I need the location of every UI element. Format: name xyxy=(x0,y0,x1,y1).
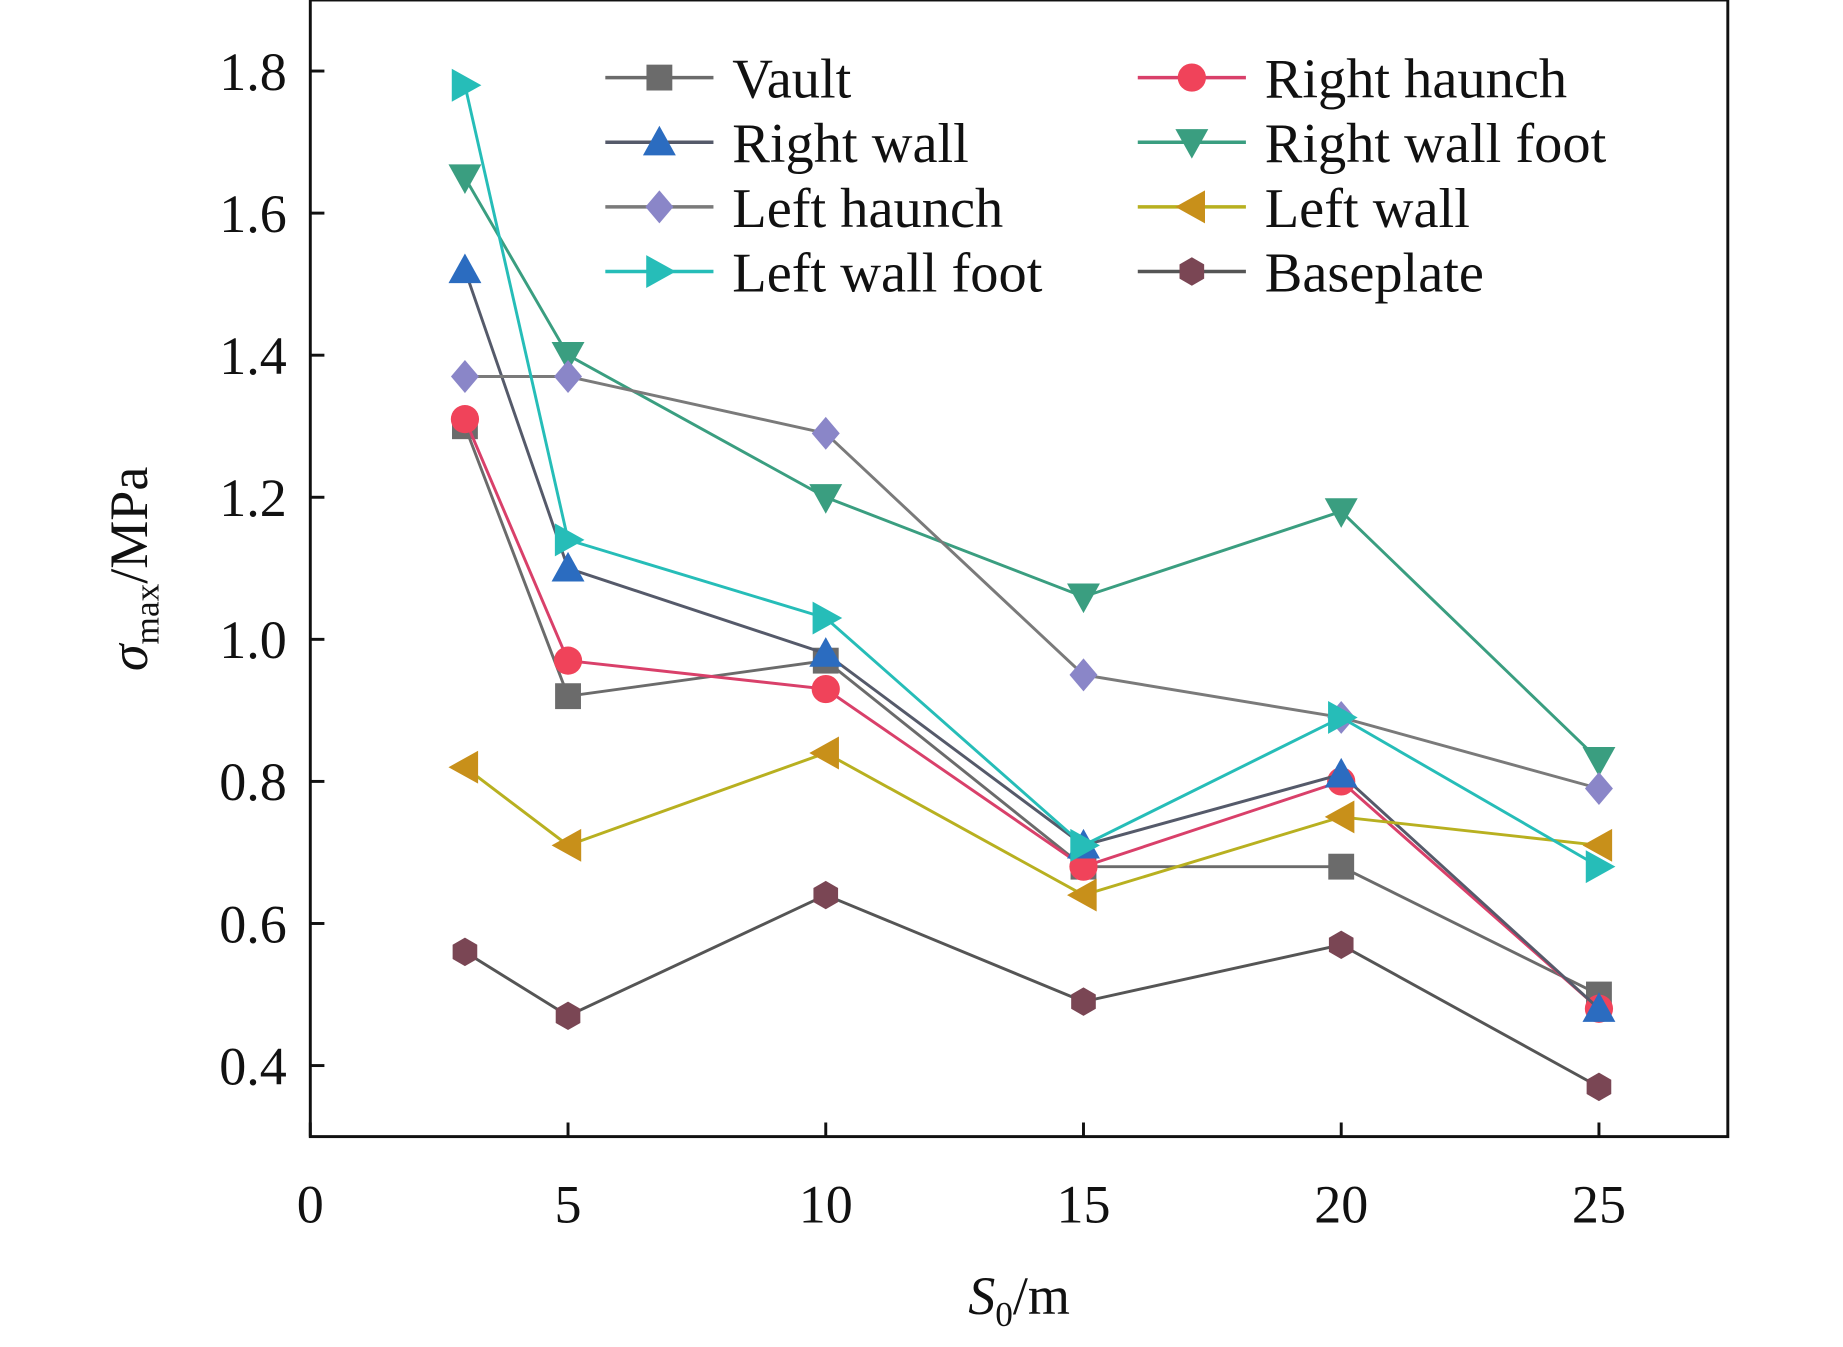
y-tick-label: 1.6 xyxy=(219,184,287,244)
data-point xyxy=(1324,800,1355,834)
data-point xyxy=(809,736,839,770)
legend-item: Baseplate xyxy=(1137,243,1484,305)
legend-marker xyxy=(1175,129,1209,159)
legend-marker xyxy=(1175,190,1206,224)
data-point xyxy=(1582,992,1616,1022)
legend-item: Right haunch xyxy=(1137,49,1567,111)
series-right-wall-foot xyxy=(448,164,1616,777)
legend-marker xyxy=(646,64,673,91)
data-point xyxy=(448,750,479,784)
data-point xyxy=(811,416,840,450)
legend-item: Left haunch xyxy=(605,178,1003,240)
data-point xyxy=(1069,852,1098,881)
x-tick-label: 25 xyxy=(1572,1174,1626,1234)
y-tick-label: 1.0 xyxy=(219,610,287,670)
data-point xyxy=(1584,772,1613,805)
y-tick-label: 1.2 xyxy=(219,468,287,528)
data-point xyxy=(450,360,479,393)
legend-label: Right wall xyxy=(732,113,969,175)
series-vault xyxy=(452,413,1612,1008)
data-point xyxy=(1582,828,1613,862)
data-point xyxy=(555,683,581,710)
data-point xyxy=(1069,658,1098,692)
legend-marker xyxy=(1179,257,1205,286)
y-tick-label: 0.8 xyxy=(219,752,287,812)
data-point xyxy=(809,484,843,514)
data-point xyxy=(1328,930,1354,960)
series-line xyxy=(463,84,1600,868)
legend-label: Vault xyxy=(732,49,851,111)
series-line xyxy=(463,269,1600,1010)
data-point xyxy=(812,601,843,635)
legend-label: Left haunch xyxy=(732,178,1003,240)
data-point xyxy=(1586,1072,1612,1102)
data-point xyxy=(809,637,843,667)
data-point xyxy=(813,880,839,910)
series-line xyxy=(464,375,1600,790)
series-right-haunch xyxy=(450,405,1614,1023)
data-point xyxy=(551,551,585,582)
data-point xyxy=(554,523,585,557)
y-tick-label: 1.4 xyxy=(219,326,287,386)
series-right-wall xyxy=(448,253,1616,1022)
data-point xyxy=(551,342,585,372)
series-line xyxy=(464,751,1600,897)
y-tick-label: 0.4 xyxy=(219,1036,287,1096)
legend-label: Baseplate xyxy=(1265,243,1484,305)
x-tick-label: 15 xyxy=(1056,1174,1110,1234)
x-tick-label: 20 xyxy=(1314,1174,1368,1234)
data-point xyxy=(1324,498,1358,528)
legend-item: Right wall foot xyxy=(1137,113,1607,175)
data-point xyxy=(1324,757,1358,788)
data-point xyxy=(1585,850,1616,884)
series-line xyxy=(463,176,1600,762)
data-point xyxy=(555,1001,581,1031)
data-point xyxy=(551,828,582,862)
y-tick-label: 1.8 xyxy=(219,42,287,102)
x-tick-label: 0 xyxy=(297,1174,324,1234)
legend-item: Vault xyxy=(605,49,852,111)
data-point xyxy=(1071,987,1096,1016)
data-point xyxy=(1070,828,1100,862)
series-baseplate xyxy=(452,880,1612,1102)
y-tick-label: 0.6 xyxy=(219,894,287,954)
legend-marker xyxy=(645,190,674,224)
legend-marker xyxy=(646,255,676,288)
legend-label: Left wall xyxy=(1265,178,1470,240)
x-axis-label: S0/m xyxy=(968,1266,1070,1334)
data-point xyxy=(1067,583,1100,614)
data-point xyxy=(452,937,478,967)
series-left-wall xyxy=(448,736,1613,912)
data-point xyxy=(1067,878,1097,912)
legend-label: Right haunch xyxy=(1265,49,1567,111)
series-left-haunch xyxy=(450,360,1613,805)
x-tick-label: 5 xyxy=(555,1174,582,1234)
data-point xyxy=(451,68,482,102)
series-line xyxy=(463,418,1600,1010)
data-point xyxy=(448,164,482,195)
data-point xyxy=(554,360,583,393)
y-axis-label: σmax/MPa xyxy=(99,467,167,671)
data-point xyxy=(553,646,583,675)
data-point xyxy=(1582,746,1616,777)
legend-marker xyxy=(1177,63,1206,92)
data-point xyxy=(448,253,482,284)
legend-marker xyxy=(642,125,676,156)
data-point xyxy=(450,405,480,434)
plot-frame xyxy=(308,0,1730,1139)
data-point xyxy=(1328,853,1355,880)
series-left-wall-foot xyxy=(451,68,1616,884)
series-line xyxy=(464,893,1600,1089)
legend-label: Left wall foot xyxy=(732,243,1042,305)
legend-label: Right wall foot xyxy=(1265,113,1607,175)
data-point xyxy=(811,674,840,704)
x-tick-label: 10 xyxy=(799,1174,853,1234)
legend-item: Right wall xyxy=(605,113,969,175)
legend-item: Left wall xyxy=(1137,178,1470,240)
data-point xyxy=(1328,701,1358,734)
series-line xyxy=(463,425,1600,996)
legend-item: Left wall foot xyxy=(605,243,1043,305)
